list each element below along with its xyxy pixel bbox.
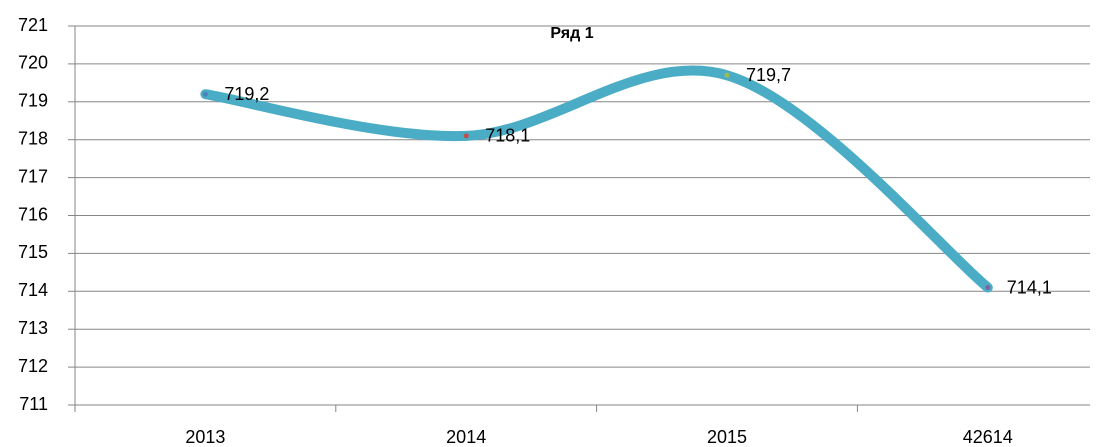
marker — [724, 72, 730, 78]
y-tick-label: 713 — [18, 318, 48, 338]
marker — [463, 133, 469, 139]
marker — [985, 285, 991, 291]
data-label: 714,1 — [1007, 277, 1052, 297]
y-tick-label: 712 — [18, 356, 48, 376]
y-tick-label: 717 — [18, 166, 48, 186]
y-tick-label: 715 — [18, 242, 48, 262]
y-tick-label: 714 — [18, 280, 48, 300]
y-tick-label: 719 — [18, 91, 48, 111]
data-label: 719,2 — [224, 84, 269, 104]
x-tick-label: 42614 — [963, 427, 1013, 447]
data-label: 719,7 — [746, 65, 791, 85]
y-tick-label: 718 — [18, 128, 48, 148]
y-tick-label: 716 — [18, 204, 48, 224]
x-tick-label: 2013 — [185, 427, 225, 447]
chart-title: Ряд 1 — [550, 25, 593, 42]
y-tick-label: 711 — [19, 394, 48, 414]
x-tick-label: 2015 — [707, 427, 747, 447]
y-tick-label: 721 — [18, 15, 48, 35]
y-tick-label: 720 — [18, 53, 48, 73]
data-label: 718,1 — [485, 126, 530, 146]
marker — [202, 91, 208, 97]
x-tick-label: 2014 — [446, 427, 486, 447]
series-line — [200, 65, 993, 293]
